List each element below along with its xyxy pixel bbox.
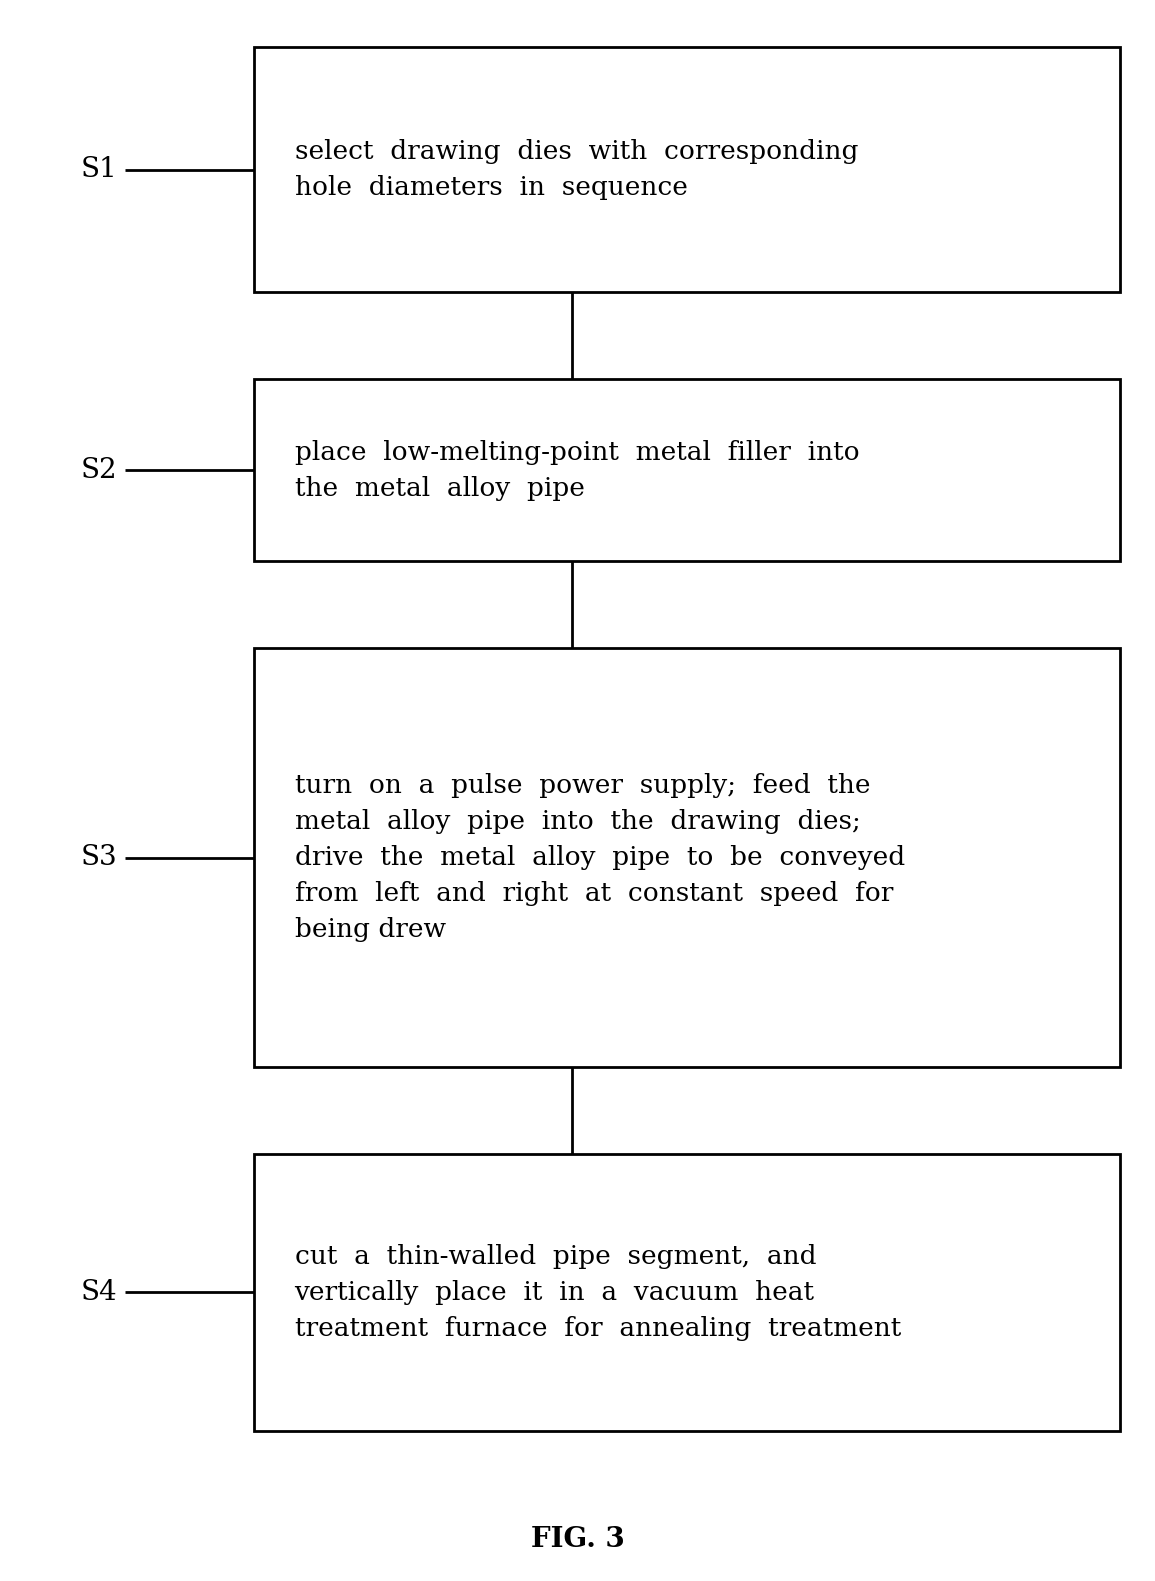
- Text: S3: S3: [81, 844, 118, 871]
- Text: S2: S2: [81, 457, 118, 484]
- Text: S4: S4: [81, 1279, 118, 1306]
- Text: S1: S1: [81, 157, 118, 183]
- Text: select  drawing  dies  with  corresponding
hole  diameters  in  sequence: select drawing dies with corresponding h…: [295, 139, 858, 201]
- Bar: [254, 648, 1120, 1067]
- Bar: [254, 379, 1120, 561]
- Text: FIG. 3: FIG. 3: [530, 1526, 625, 1553]
- Bar: [254, 1154, 1120, 1431]
- Text: cut  a  thin-walled  pipe  segment,  and
vertically  place  it  in  a  vacuum  h: cut a thin-walled pipe segment, and vert…: [295, 1244, 901, 1341]
- Text: place  low-melting-point  metal  filler  into
the  metal  alloy  pipe: place low-melting-point metal filler int…: [295, 440, 859, 501]
- Text: turn  on  a  pulse  power  supply;  feed  the
metal  alloy  pipe  into  the  dra: turn on a pulse power supply; feed the m…: [295, 773, 904, 942]
- Bar: [254, 47, 1120, 292]
